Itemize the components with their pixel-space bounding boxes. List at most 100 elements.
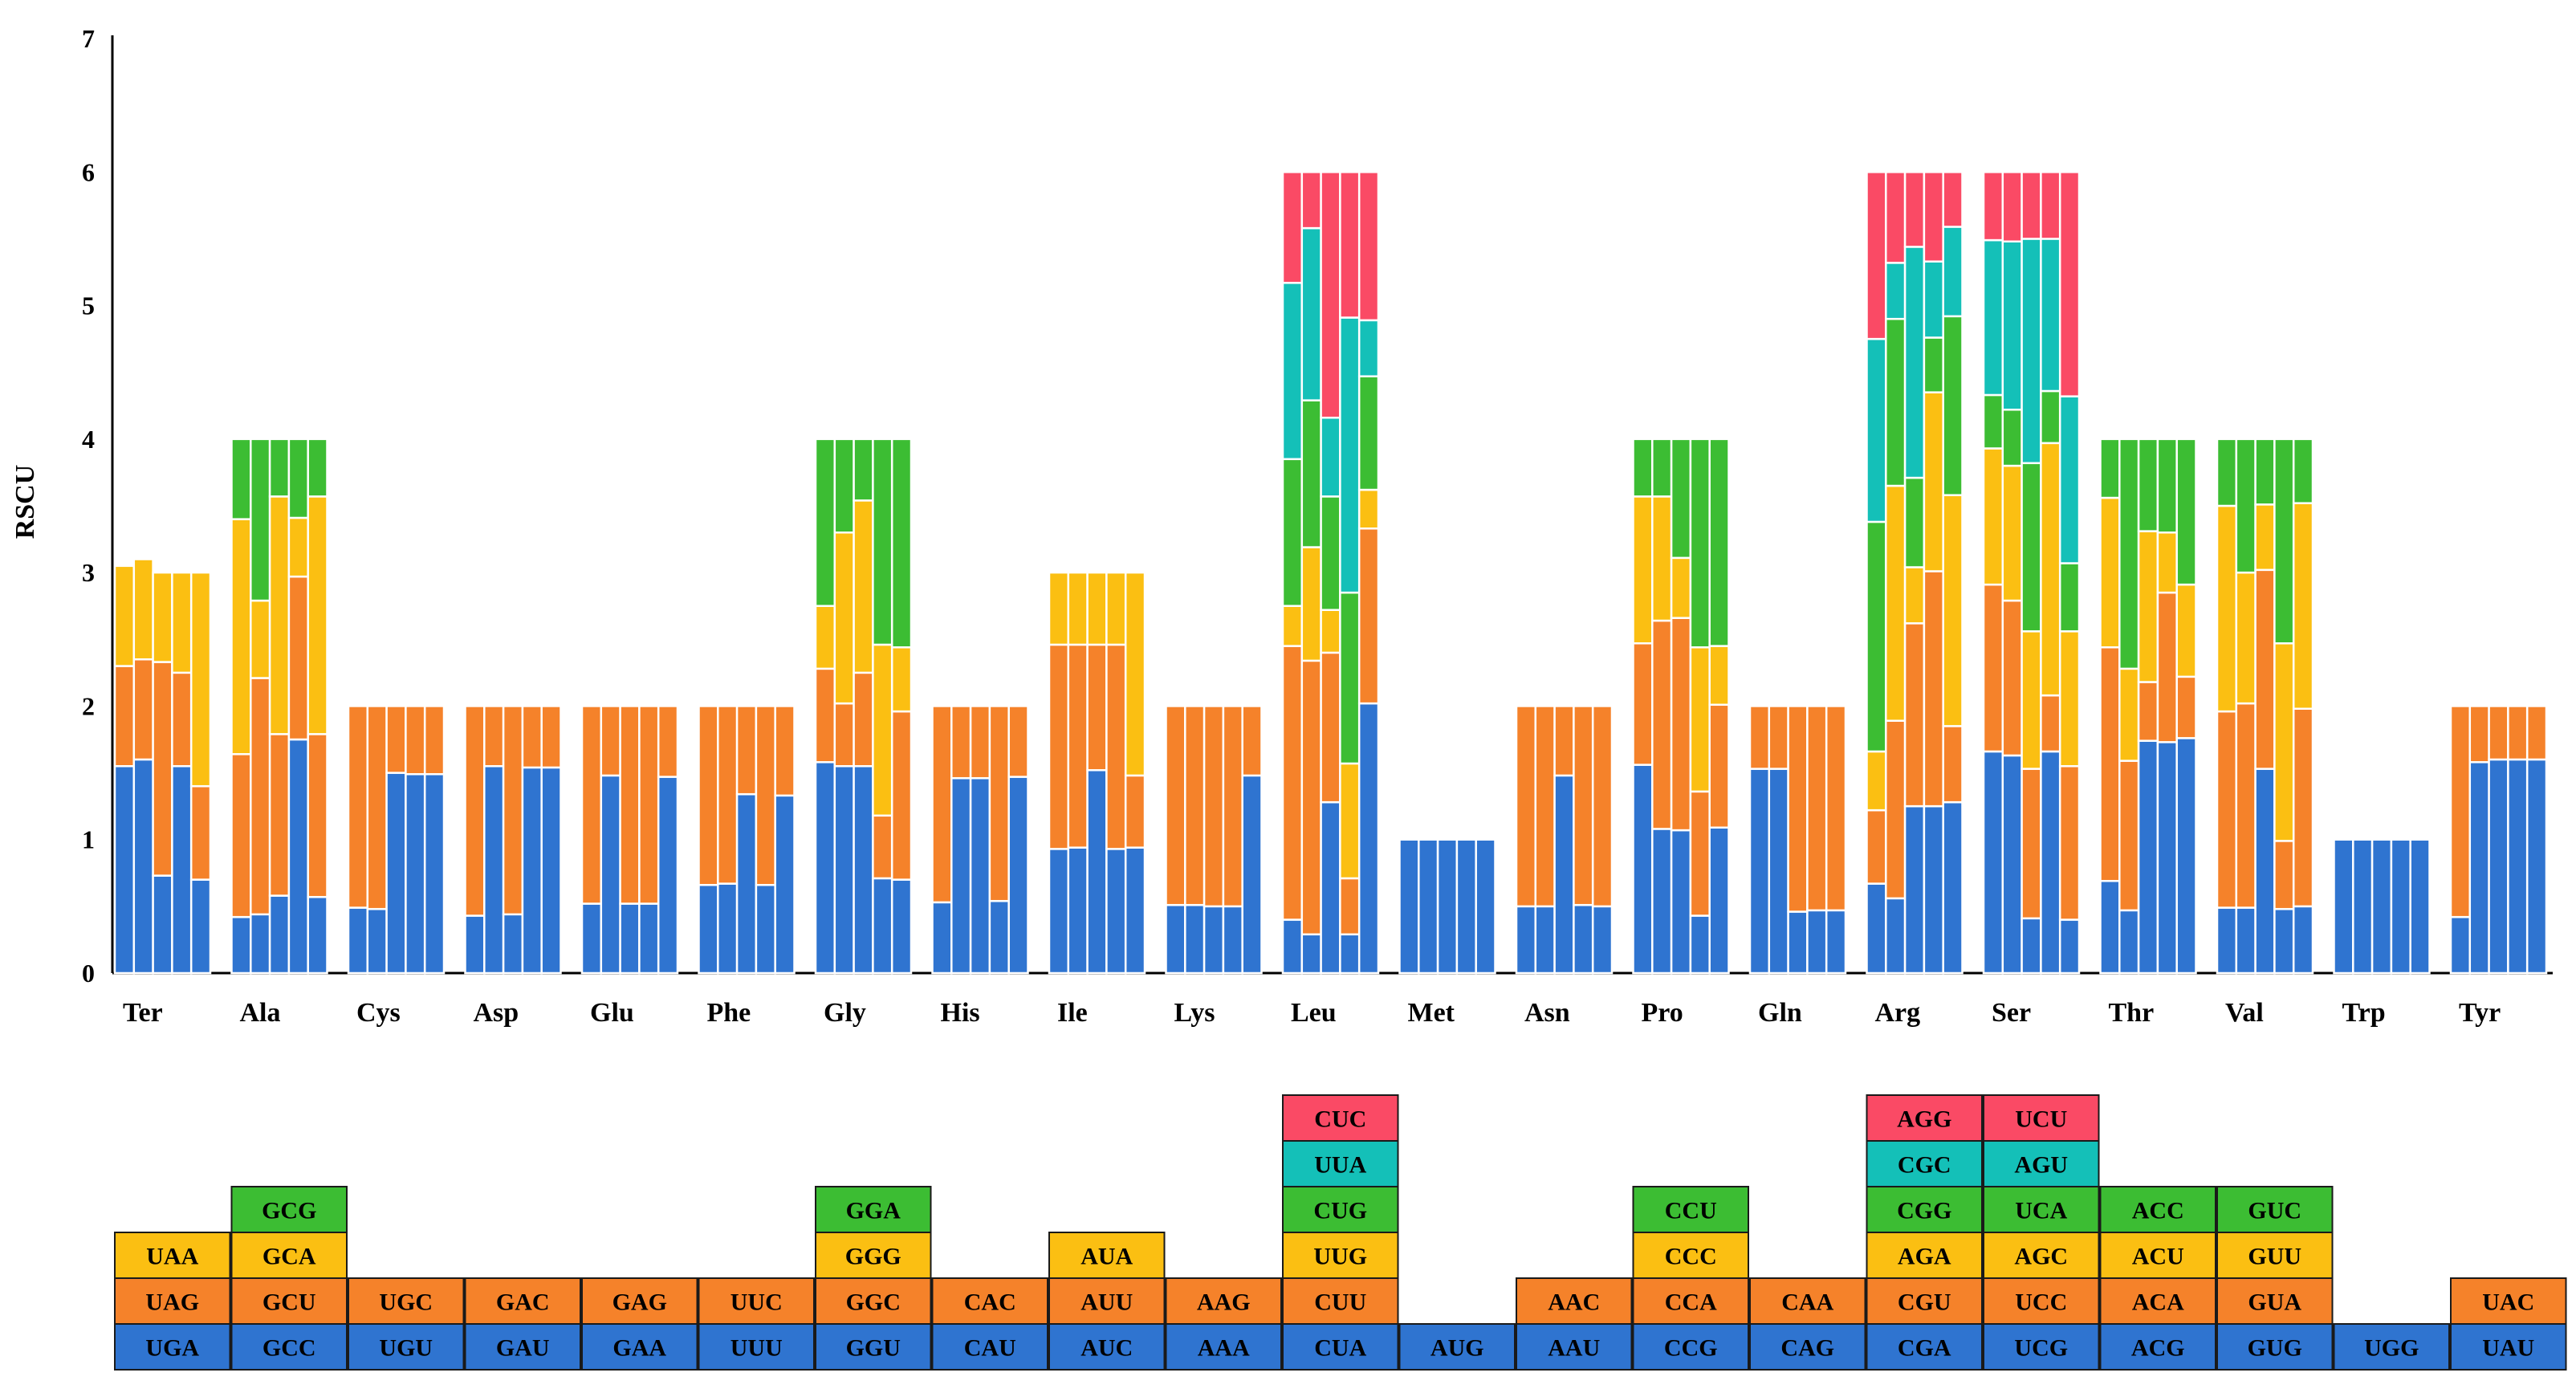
bar-segment-ser-agu — [2021, 238, 2042, 465]
x-tick-label-his: His — [941, 998, 980, 1028]
codon-cell-ugg — [2333, 1323, 2450, 1371]
bar-segment-leu-uua — [1320, 417, 1341, 498]
bar-segment-ser-uca — [2058, 562, 2081, 633]
bar-segment-ter-uaa — [152, 571, 173, 663]
codon-cell-gcc — [230, 1323, 348, 1371]
bar-segment-phe-uuu — [698, 884, 719, 975]
codon-label-cac: CAC — [964, 1289, 1016, 1316]
bar-segment-ile-auc — [1067, 846, 1089, 975]
bar-segment-ter-uag — [152, 661, 173, 877]
bar-segment-gln-cag — [1806, 909, 1828, 975]
bar-segment-ala-gcc — [230, 915, 252, 975]
bar-segment-leu-cuu — [1281, 645, 1304, 921]
bar-segment-asp-gac — [540, 705, 562, 769]
bar-segment-ala-gcc — [250, 913, 271, 975]
bar-segment-lys-aag — [1184, 705, 1206, 906]
bar-segment-asn-aac — [1573, 705, 1594, 906]
bar-segment-ala-gcu — [287, 575, 309, 741]
bar-segment-ser-ucg — [2001, 754, 2023, 975]
bar-segment-arg-cgc — [1866, 337, 1887, 523]
bar-segment-arg-cgu — [1923, 570, 1944, 808]
bar-segment-trp-ugg — [2390, 838, 2411, 975]
codon-label-gca: GCA — [262, 1244, 316, 1270]
bar-segment-gln-cag — [1748, 768, 1771, 975]
bar-segment-asn-aac — [1553, 705, 1575, 777]
codon-cell-cgu — [1866, 1277, 1983, 1325]
bar-segment-glu-gag — [600, 705, 621, 777]
x-axis-labels: Ter Ala Cys Asp Glu Phe Gly His Ile Lys Leu Met Asn P… — [123, 998, 2501, 1028]
bar-segment-ile-auc — [1086, 769, 1108, 975]
bar-segment-leu-cug — [1357, 375, 1380, 491]
bar-segment-ter-uaa — [171, 571, 193, 674]
codon-label-cuc: CUC — [1314, 1106, 1366, 1133]
bar-segment-arg-cgg — [1866, 520, 1887, 753]
bar-segment-lys-aaa — [1222, 905, 1243, 975]
bar-segment-thr-acg — [2175, 737, 2197, 975]
bar-segment-gln-cag — [1787, 910, 1809, 975]
bar-segment-arg-cgu — [1942, 725, 1964, 804]
codon-label-cau: CAU — [964, 1335, 1016, 1362]
codon-label-gcc: GCC — [262, 1335, 316, 1362]
codon-label-caa: CAA — [1781, 1289, 1833, 1316]
x-tick-label-pro: Pro — [1642, 998, 1683, 1028]
bar-segment-pro-cca — [1632, 642, 1654, 766]
bar-segment-gln-caa — [1768, 705, 1789, 770]
bar-segment-trp-ugg — [2370, 838, 2393, 975]
codon-label-gcg: GCG — [262, 1198, 316, 1224]
codon-cell-cac — [931, 1277, 1048, 1325]
x-tick-label-tyr: Tyr — [2459, 998, 2501, 1028]
bar-segment-ser-ucu — [2040, 171, 2061, 240]
bar-segment-ala-gca — [268, 495, 291, 735]
x-tick-label-ser: Ser — [1992, 998, 2031, 1028]
bar-segment-ala-gcg — [230, 438, 252, 520]
bar-segment-pro-ccg — [1670, 829, 1692, 975]
bar-segment-phe-uuu — [755, 884, 776, 975]
bar-segment-ter-uga — [171, 765, 193, 975]
bar-segment-thr-acu — [2175, 583, 2197, 678]
bar-segment-ile-auu — [1067, 643, 1089, 849]
codon-cell-gug — [2216, 1323, 2334, 1371]
bar-segment-pro-ccu — [1708, 438, 1730, 647]
bar-segment-leu-cua — [1357, 702, 1380, 975]
bar-segment-pro-ccc — [1670, 556, 1692, 619]
bar-segment-ile-auu — [1048, 643, 1070, 850]
bar-segment-asp-gau — [483, 765, 505, 975]
bar-segment-leu-cug — [1320, 495, 1341, 611]
bar-segment-asn-aau — [1591, 905, 1614, 975]
bar-segment-pro-ccg — [1708, 826, 1730, 975]
bar-segment-val-guu — [2216, 504, 2238, 713]
bar-segment-gln-caa — [1825, 705, 1847, 912]
bar-segment-arg-agg — [1942, 171, 1964, 228]
bar-segment-gly-ggu — [853, 765, 874, 975]
bar-segment-pro-cca — [1670, 617, 1692, 832]
bar-segment-gly-ggg — [872, 643, 893, 817]
bar-segment-val-gug — [2273, 907, 2295, 975]
bar-segment-leu-cuc — [1357, 171, 1380, 322]
bar-segment-ser-ucc — [2001, 599, 2023, 757]
bar-segment-pro-ccg — [1632, 764, 1654, 975]
bar-segment-ala-gca — [230, 518, 252, 756]
bar-segment-arg-aga — [1923, 391, 1944, 572]
codon-cell-guc — [2216, 1186, 2334, 1233]
bar-segment-gly-gga — [872, 438, 893, 646]
codon-label-cuu: CUU — [1314, 1289, 1366, 1316]
bar-segment-leu-uua — [1339, 316, 1361, 594]
codon-label-cga: CGA — [1898, 1335, 1951, 1362]
codon-label-uau: UAU — [2482, 1335, 2534, 1362]
codon-label-cca: CCA — [1665, 1289, 1717, 1316]
bar-segment-ser-ucu — [2001, 171, 2023, 243]
bar-segment-leu-uua — [1357, 319, 1380, 377]
codon-label-ggu: GGU — [846, 1335, 901, 1362]
bar-segment-tyr-uac — [2488, 705, 2509, 761]
bar-segment-cys-ugu — [385, 772, 407, 975]
bar-segment-ser-agc — [2001, 464, 2023, 602]
codon-label-uuc: UUC — [730, 1289, 783, 1316]
codon-label-aau: AAU — [1548, 1335, 1600, 1362]
bar-segment-cys-ugc — [385, 705, 407, 774]
y-tick-label: 0 — [82, 959, 95, 988]
codon-label-cgc: CGC — [1898, 1152, 1951, 1179]
codon-cell-ggg — [815, 1232, 932, 1279]
bar-segment-val-gug — [2254, 768, 2276, 975]
bar-segment-gly-ggc — [853, 671, 874, 768]
bar-segment-ser-uca — [2001, 409, 2023, 467]
